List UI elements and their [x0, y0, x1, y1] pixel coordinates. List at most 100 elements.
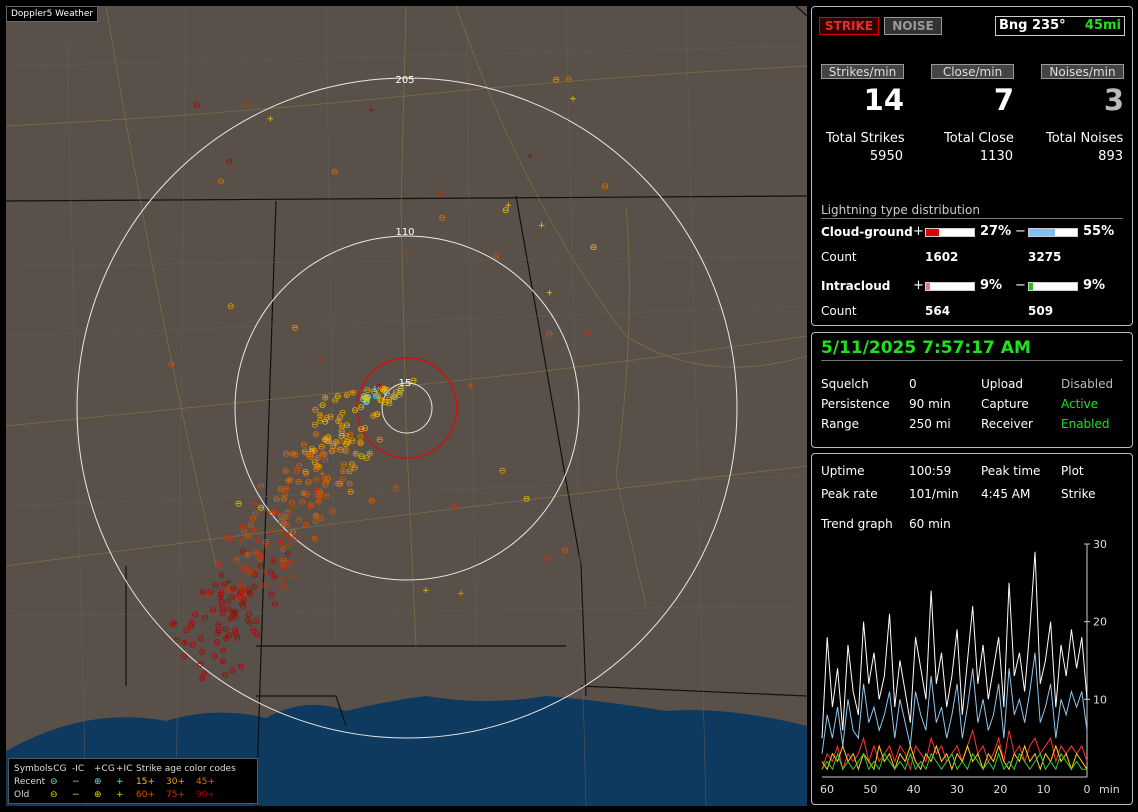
lightning-map[interactable]: 205 110 15 ⊖ ⊖ ⊖ ⊖ ⊖ ⊖ ⊖ ⊖ ⊖ ⊖ ⊖ ⊖ ⊖ ⊖ ⊕ ⊖ ⊖ ⊕ ⊖ ⊖ ⊖ ⊕ ⊖ ⊖ ⊖ ⊖ ⊖ ⊖ ⊖…	[6, 6, 807, 806]
strike-marker: ⊖	[300, 440, 308, 450]
strike-marker: ⊖	[338, 427, 346, 437]
legend-age-45: 45+	[196, 776, 215, 787]
strike-marker: ⊖	[363, 454, 371, 464]
stats-panel: Uptime 100:59 Peak time 4:45 AM Plot Str…	[811, 453, 1133, 805]
strike-marker: ⊖	[231, 608, 239, 618]
ic-plus-count: 564	[925, 304, 951, 318]
strike-marker: ⊕	[285, 476, 293, 486]
ic-minus-sign: −	[1015, 278, 1026, 293]
strike-marker: ⊖	[318, 443, 326, 453]
strike-marker: ⊖	[215, 561, 223, 571]
strike-marker: ⊖	[289, 449, 297, 459]
strike-marker: ⊖	[312, 405, 320, 415]
strike-marker: ⊕	[239, 586, 247, 596]
strike-marker: ⊕	[262, 542, 270, 552]
strike-marker: ⊕	[311, 534, 319, 544]
ic-minus-bar	[1028, 282, 1078, 291]
strike-marker: ⊖	[213, 638, 221, 648]
strike-marker: ⊖	[492, 252, 500, 262]
strike-marker: ⊖	[189, 641, 197, 651]
strike-marker: ⊕	[279, 561, 287, 571]
map-canvas[interactable]: 205 110 15 ⊖⊖⊖⊖⊖⊖⊖⊖⊖⊖⊖⊖⊖⊖⊕⊖⊖⊕⊖⊖⊖⊕⊖⊖⊖⊖⊖⊖⊖…	[6, 6, 807, 806]
strike-marker: ⊖	[383, 386, 391, 396]
ic-plus-bar	[925, 282, 975, 291]
strike-marker: ⊖	[249, 515, 257, 525]
strike-marker: ⊖	[289, 527, 297, 537]
strike-marker: ⊖	[257, 552, 265, 562]
trend-graph-value[interactable]: 60 min	[909, 517, 951, 531]
strike-marker: ⊖	[237, 663, 245, 673]
cg-plus-percent: 27%	[980, 224, 1012, 239]
strike-marker: ⊖	[250, 583, 258, 593]
strike-marker: ⊖	[386, 399, 394, 409]
strike-marker: ⊖	[342, 440, 350, 450]
strike-marker: ⊖	[334, 480, 342, 490]
strike-marker: ⊖	[283, 450, 291, 460]
strike-marker: ⊖	[286, 476, 294, 486]
strike-marker: ⊖	[187, 622, 195, 632]
strike-marker: ⊖	[312, 517, 320, 527]
strike-summary-panel: STRIKE NOISE Bng 235° 45mi Strikes/min C…	[811, 6, 1133, 326]
strike-marker: ⊕	[246, 589, 254, 599]
upload-value[interactable]: Disabled	[1061, 377, 1114, 391]
close-per-min-value: 7	[993, 83, 1014, 117]
strike-marker: ⊖	[308, 445, 316, 455]
strike-marker: ⊕	[171, 620, 179, 630]
strike-marker: ⊖	[379, 385, 387, 395]
strike-marker: ⊕	[287, 559, 295, 569]
strike-marker: ⊖	[321, 475, 329, 485]
strike-marker: ⊖	[313, 487, 321, 497]
cg-plus-bar	[925, 228, 975, 237]
plot-label: Plot	[1061, 464, 1084, 478]
strike-marker: ⊖	[316, 416, 324, 426]
strike-marker: ⊖	[336, 480, 344, 490]
ring-label-205: 205	[395, 75, 414, 86]
strike-marker: ⊕	[244, 563, 252, 573]
strike-marker: ⊖	[368, 496, 376, 506]
strike-marker: ⊖	[317, 514, 325, 524]
strike-marker: ⊖	[363, 393, 371, 403]
strike-marker: ⊕	[218, 571, 226, 581]
receiver-value[interactable]: Enabled	[1061, 417, 1110, 431]
squelch-label: Squelch	[821, 377, 869, 391]
close-per-min-header: Close/min	[931, 64, 1014, 79]
strike-marker: ⊖	[278, 576, 286, 586]
strike-marker: +	[546, 288, 554, 298]
strike-marker: +	[267, 115, 275, 125]
strike-marker: ⊖	[324, 437, 332, 447]
strike-marker: ⊖	[347, 487, 355, 497]
total-noises-label: Total Noises	[1046, 131, 1124, 146]
strike-marker: ⊕	[261, 581, 269, 591]
strike-marker: ⊕	[366, 449, 374, 459]
strike-marker: ⊕	[343, 391, 351, 401]
range-value[interactable]: 250 mi	[909, 417, 951, 431]
legend-old-neg-cg-icon: ⊖	[50, 789, 58, 800]
strike-marker: ⊖	[288, 573, 296, 583]
noise-mode-button[interactable]: NOISE	[884, 17, 942, 35]
strike-marker: ⊖	[273, 495, 281, 505]
strike-marker: ⊖	[232, 630, 240, 640]
cg-plus-bar-fill	[926, 229, 939, 236]
strike-marker: ⊖	[173, 635, 181, 645]
strike-marker: ⊖	[316, 488, 324, 498]
squelch-value[interactable]: 0	[909, 377, 917, 391]
strike-marker: ⊕	[332, 438, 340, 448]
strike-marker: ⊕	[181, 639, 189, 649]
strike-marker: ⊖	[227, 302, 235, 312]
strike-marker: ⊖	[319, 401, 327, 411]
persistence-value[interactable]: 90 min	[909, 397, 951, 411]
strike-marker: ⊖	[337, 437, 345, 447]
strike-marker: ⊖	[346, 479, 354, 489]
strike-marker: ⊖	[306, 452, 314, 462]
strike-marker: ⊕	[338, 422, 346, 432]
strike-marker: ⊖	[267, 568, 275, 578]
capture-value[interactable]: Active	[1061, 397, 1099, 411]
strike-marker: ⊖	[204, 591, 212, 601]
cg-count-label: Count	[821, 250, 857, 264]
strike-marker: ⊕	[230, 610, 238, 620]
strike-mode-button[interactable]: STRIKE	[819, 17, 879, 35]
trend-y-tick-label: 30	[1093, 538, 1107, 551]
trend-series-1	[821, 652, 1088, 754]
plot-value[interactable]: Strike	[1061, 487, 1096, 501]
bearing-box: Bng 235° 45mi	[995, 16, 1125, 36]
